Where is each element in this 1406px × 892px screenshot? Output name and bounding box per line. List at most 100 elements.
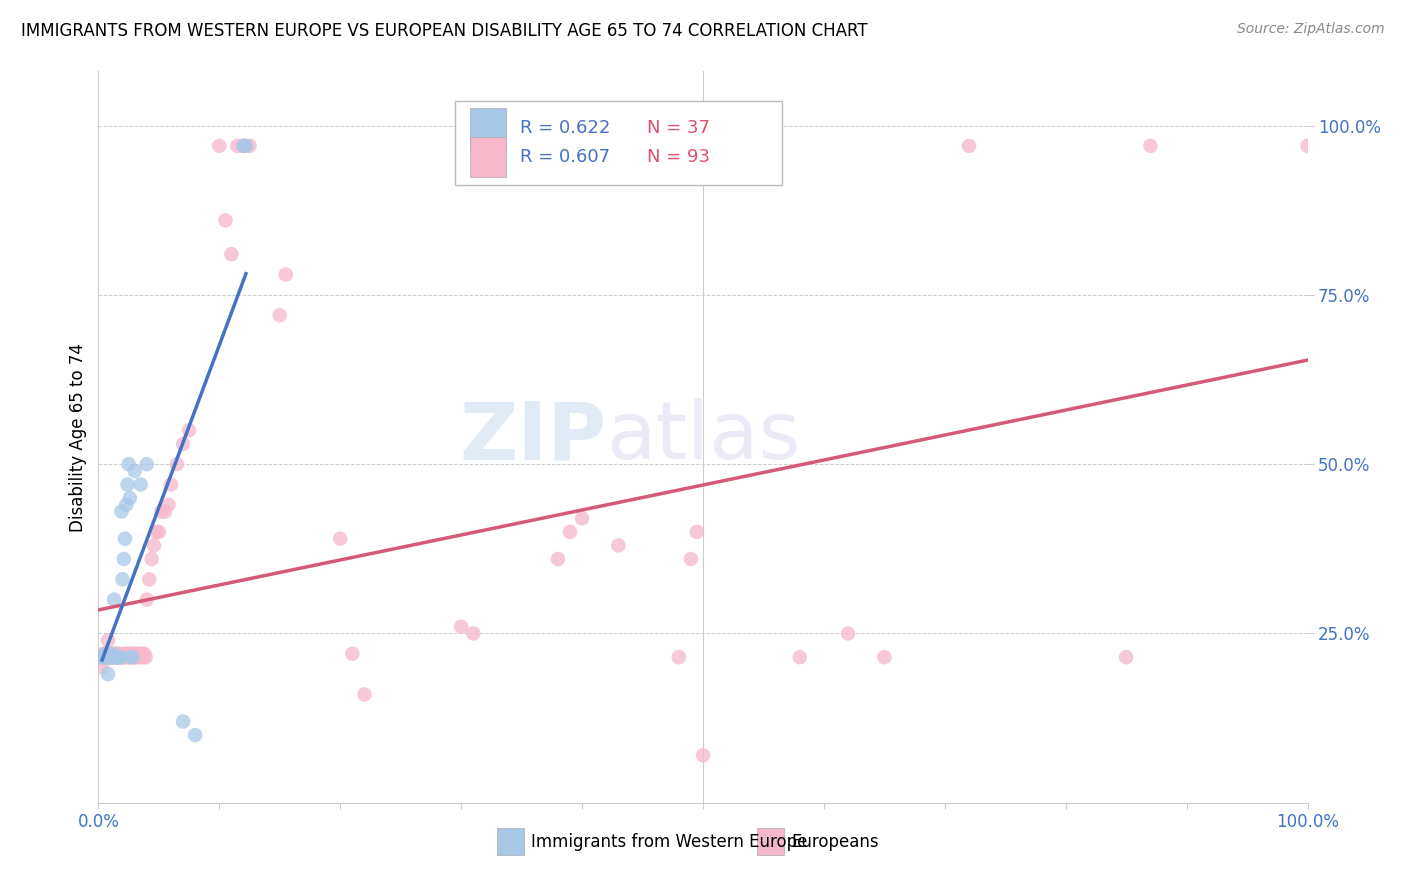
Point xyxy=(160,477,183,491)
Point xyxy=(166,457,188,471)
Point xyxy=(232,139,254,153)
Point xyxy=(1115,650,1137,665)
Point xyxy=(110,650,132,665)
Point xyxy=(97,633,120,648)
Point xyxy=(94,650,117,665)
Point xyxy=(91,650,114,665)
Point xyxy=(96,647,118,661)
Point xyxy=(157,498,180,512)
Point xyxy=(107,647,129,661)
Point xyxy=(100,650,122,665)
Point xyxy=(122,650,145,665)
Point xyxy=(329,532,352,546)
Point xyxy=(135,457,157,471)
Point xyxy=(131,647,153,661)
Point xyxy=(179,423,201,437)
Text: R = 0.607: R = 0.607 xyxy=(520,148,610,166)
Point xyxy=(93,650,115,665)
Point xyxy=(108,650,131,665)
Point xyxy=(111,650,134,665)
FancyBboxPatch shape xyxy=(498,828,524,855)
Text: Source: ZipAtlas.com: Source: ZipAtlas.com xyxy=(1237,22,1385,37)
Point xyxy=(129,477,152,491)
Point xyxy=(117,477,139,491)
Point xyxy=(232,139,254,153)
Point xyxy=(121,647,143,661)
Point xyxy=(138,572,160,586)
Point xyxy=(96,650,118,665)
Point xyxy=(115,498,138,512)
Point xyxy=(105,650,128,665)
Point xyxy=(125,650,148,665)
FancyBboxPatch shape xyxy=(456,101,782,185)
Point xyxy=(571,511,593,525)
Text: N = 37: N = 37 xyxy=(647,119,710,137)
Point xyxy=(100,650,122,665)
Point xyxy=(450,620,472,634)
Point xyxy=(96,650,118,665)
Point xyxy=(221,247,243,261)
FancyBboxPatch shape xyxy=(470,137,506,178)
Point xyxy=(107,650,129,665)
Point xyxy=(124,650,146,665)
Point xyxy=(89,650,111,665)
Point xyxy=(91,650,114,665)
Point xyxy=(668,650,690,665)
Point xyxy=(957,139,980,153)
Point xyxy=(91,647,114,661)
Point xyxy=(111,572,134,586)
Point xyxy=(134,647,156,661)
Point xyxy=(96,650,118,665)
FancyBboxPatch shape xyxy=(470,108,506,148)
Point xyxy=(103,650,125,665)
Point xyxy=(97,667,120,681)
Text: Immigrants from Western Europe: Immigrants from Western Europe xyxy=(531,832,807,851)
Point xyxy=(105,650,128,665)
Point xyxy=(90,650,112,665)
Point xyxy=(607,538,630,552)
FancyBboxPatch shape xyxy=(758,828,785,855)
Point xyxy=(692,748,714,763)
Point xyxy=(100,647,122,661)
Point xyxy=(91,660,114,674)
Point xyxy=(98,650,121,665)
Point xyxy=(837,626,859,640)
Point xyxy=(121,650,143,665)
Point xyxy=(124,647,146,661)
Point xyxy=(118,650,141,665)
Point xyxy=(353,688,375,702)
Point xyxy=(118,491,141,505)
Point xyxy=(98,647,121,661)
Point xyxy=(135,592,157,607)
Point xyxy=(127,647,149,661)
Point xyxy=(128,647,150,661)
Point xyxy=(145,524,167,539)
Point xyxy=(93,650,115,665)
Point xyxy=(214,213,236,227)
Point xyxy=(111,650,134,665)
Point xyxy=(105,647,128,661)
Point xyxy=(115,650,138,665)
Point xyxy=(120,650,142,665)
Point xyxy=(127,650,149,665)
Point xyxy=(108,650,131,665)
Point xyxy=(100,650,122,665)
Text: R = 0.622: R = 0.622 xyxy=(520,119,610,137)
Point xyxy=(91,650,114,665)
Point xyxy=(172,714,194,729)
Point xyxy=(172,437,194,451)
Point xyxy=(547,552,569,566)
Point xyxy=(679,552,702,566)
Point xyxy=(118,647,141,661)
Point xyxy=(94,647,117,661)
Text: Europeans: Europeans xyxy=(792,832,879,851)
Point xyxy=(101,647,124,661)
Point xyxy=(153,505,176,519)
Point xyxy=(100,650,122,665)
Point xyxy=(108,650,131,665)
Point xyxy=(110,505,132,519)
Point xyxy=(108,650,131,665)
Point xyxy=(120,647,142,661)
Point xyxy=(143,538,166,552)
Point xyxy=(141,552,163,566)
